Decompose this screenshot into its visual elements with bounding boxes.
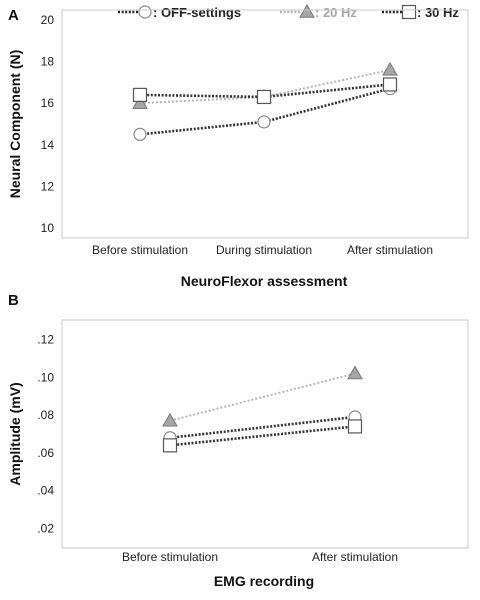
data-point-square [162,438,178,453]
panel-a-label: A [8,7,19,24]
series-line-circle [139,87,391,136]
data-point-circle [133,127,147,141]
legend-label-circle: : OFF-settings [153,5,241,20]
panel-b-y-axis-title: Amplitude (mV) [7,382,23,485]
x-tick-label: After stimulation [347,243,433,257]
y-tick-label: 18 [41,55,55,69]
panel-a-plot-frame [61,9,469,239]
legend: : OFF-settings : 20 Hz : 30 Hz [118,3,459,20]
y-tick-label: 10 [41,221,55,235]
y-tick-label: .06 [37,446,54,460]
y-tick-label: 20 [41,13,55,27]
y-tick-label: .02 [37,522,54,536]
panel-b-chart: Amplitude (mV) EMG recording .02 .04 .06 .0… [7,319,469,589]
series-line-square [169,425,356,447]
data-point-triangle [132,95,148,109]
data-point-square [347,419,363,434]
panel-a-x-axis-title: NeuroFlexor assessment [181,273,348,289]
data-point-triangle [162,412,178,427]
legend-marker-square [401,4,417,20]
panel-a-y-axis-title: Neural Component (N) [7,50,23,199]
y-tick-label: .04 [37,484,54,498]
panel-a-chart: Neural Component (N) NeuroFlexor assessm… [7,9,469,289]
y-tick-label: .12 [37,332,54,346]
panel-b-label: B [8,292,19,309]
y-tick-label: .10 [37,370,54,384]
legend-marker-circle [138,5,152,19]
data-point-square [132,87,148,102]
data-point-square [382,77,398,92]
y-tick-label: .08 [37,408,54,422]
y-tick-label: 14 [41,138,55,152]
legend-marker-triangle [299,3,315,18]
y-tick-label: 16 [41,96,55,110]
series-line-triangle [169,372,356,422]
data-point-triangle [382,61,398,76]
panel-b-x-axis-title: EMG recording [214,573,314,589]
data-point-square [256,89,272,105]
legend-label-triangle: : 20 Hz [315,5,357,20]
x-tick-label: Before stimulation [92,243,188,257]
series-line-circle [169,415,356,440]
data-point-triangle [347,365,363,380]
x-tick-label: During stimulation [216,243,312,257]
x-tick-label: Before stimulation [122,550,218,564]
y-tick-label: 12 [41,179,55,193]
legend-label-square: : 30 Hz [417,5,459,20]
data-point-circle [257,115,271,129]
panel-b-plot-frame [61,319,469,549]
x-tick-label: After stimulation [312,550,398,564]
